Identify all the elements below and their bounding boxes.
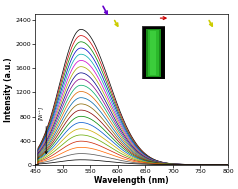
Bar [148, 30, 159, 76]
Bar [150, 31, 156, 75]
Y-axis label: Intensity (a.u.): Intensity (a.u.) [4, 57, 13, 122]
Text: [Ni²⁺]: [Ni²⁺] [38, 106, 43, 120]
Bar [146, 29, 161, 77]
X-axis label: Wavelength (nm): Wavelength (nm) [94, 176, 169, 185]
